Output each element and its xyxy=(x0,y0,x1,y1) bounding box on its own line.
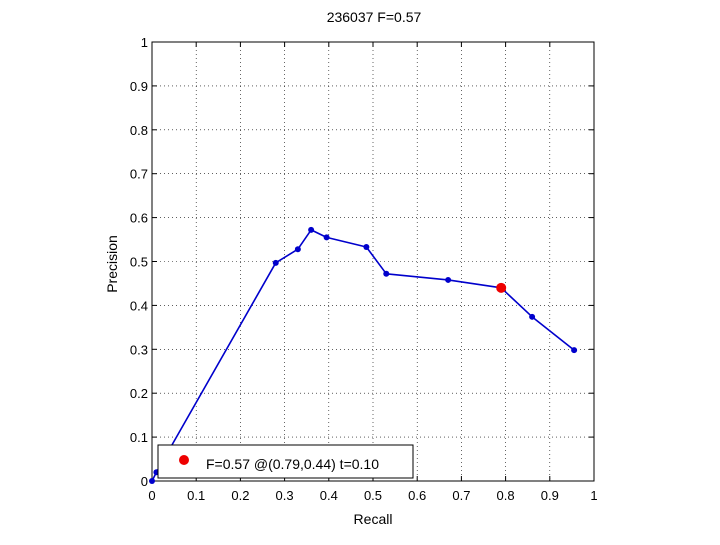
series xyxy=(149,226,578,484)
data-point xyxy=(363,244,370,251)
y-tick-label: 0.4 xyxy=(130,298,148,313)
x-tick-label: 0.1 xyxy=(187,488,205,503)
x-tick-label: 0.6 xyxy=(408,488,426,503)
x-tick-label: 0.3 xyxy=(276,488,294,503)
series-line xyxy=(151,229,575,482)
data-point xyxy=(323,234,330,241)
y-axis-label: Precision xyxy=(104,235,120,293)
legend-box xyxy=(157,444,414,479)
y-tick-label: 0.9 xyxy=(130,79,148,94)
y-tick-label: 0.7 xyxy=(130,167,148,182)
x-tick-label: 0.4 xyxy=(320,488,338,503)
y-tick-label: 0.5 xyxy=(130,255,148,270)
y-tick-label: 0.1 xyxy=(130,430,148,445)
x-tick-label: 0 xyxy=(148,488,155,503)
y-tick-label: 0.8 xyxy=(130,123,148,138)
y-tick-label: 0.6 xyxy=(130,211,148,226)
data-point xyxy=(571,347,578,354)
data-point xyxy=(445,276,452,283)
axis-ticks xyxy=(151,41,595,482)
legend: F=0.57 @(0.79,0.44) t=0.10 xyxy=(157,444,414,479)
axis-tick-labels: 0 0.1 0.2 0.3 0.4 0.5 0.6 0.7 0.8 0.9 1 0 0.1 0.2 0.3 0… xyxy=(130,35,598,503)
x-tick-label: 0.2 xyxy=(231,488,249,503)
chart-title: 236037 F=0.57 xyxy=(327,9,422,25)
x-tick-label: 0.9 xyxy=(541,488,559,503)
data-point xyxy=(149,478,155,484)
x-tick-label: 1 xyxy=(590,488,597,503)
data-point xyxy=(383,270,390,277)
y-tick-label: 0.3 xyxy=(130,342,148,357)
data-point xyxy=(272,259,279,266)
x-tick-label: 0.8 xyxy=(497,488,515,503)
y-tick-label: 0.2 xyxy=(130,386,148,401)
x-tick-label: 0.5 xyxy=(364,488,382,503)
data-point xyxy=(294,246,301,253)
x-axis-label: Recall xyxy=(354,511,393,527)
data-point xyxy=(308,226,315,233)
legend-marker xyxy=(179,455,189,465)
y-tick-label: 1 xyxy=(141,35,148,50)
x-tick-label: 0.7 xyxy=(452,488,470,503)
y-tick-label: 0 xyxy=(141,474,148,489)
best-f-point xyxy=(496,282,507,293)
data-point xyxy=(529,313,536,320)
legend-text: F=0.57 @(0.79,0.44) t=0.10 xyxy=(206,456,379,472)
